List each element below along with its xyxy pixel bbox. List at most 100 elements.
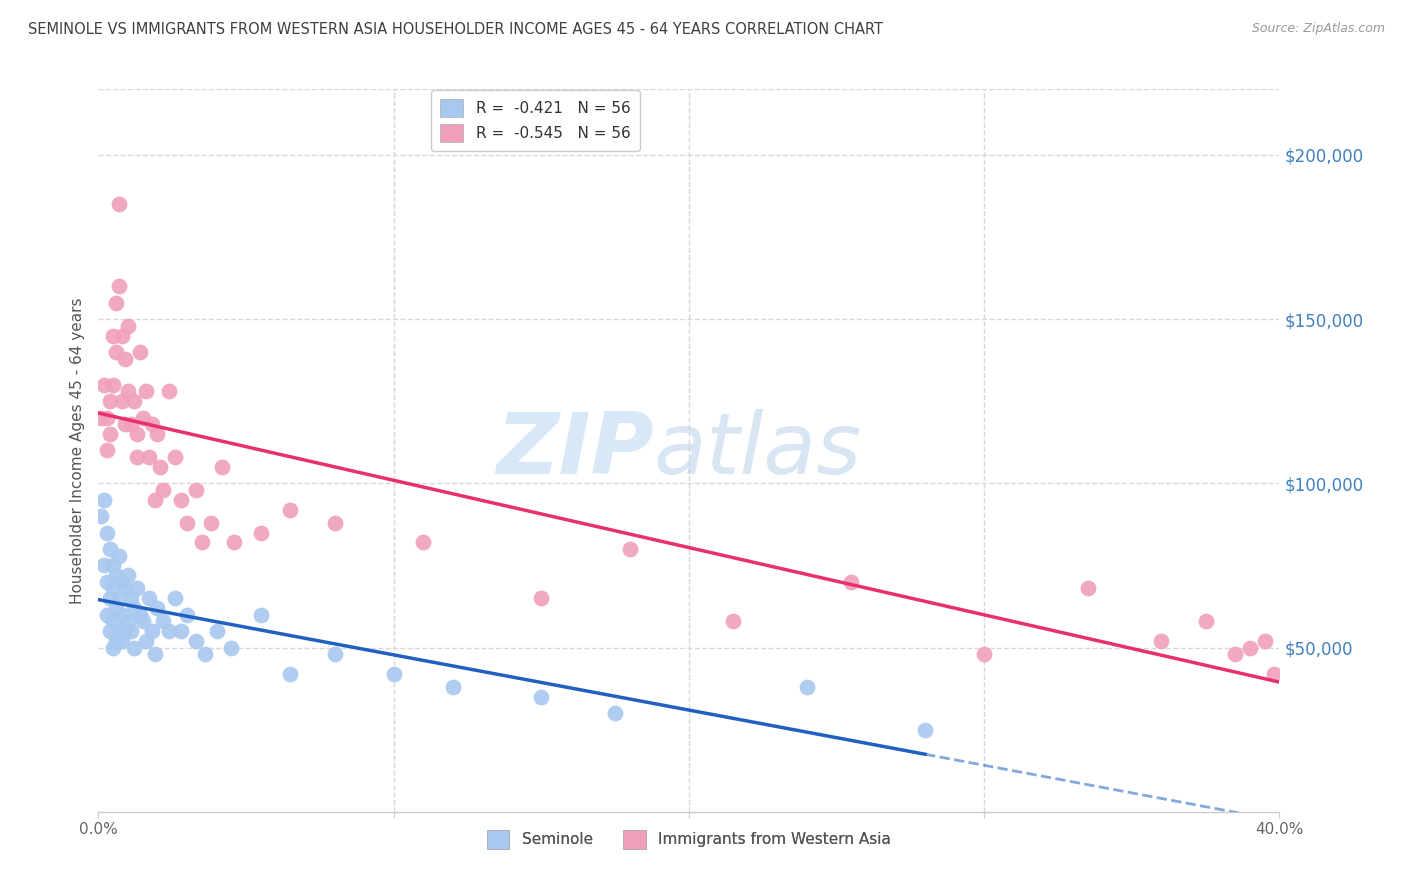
- Point: [149, 459, 172, 474]
- Point: [530, 690, 553, 704]
- Point: [132, 410, 155, 425]
- Point: [152, 483, 174, 497]
- Point: [103, 614, 125, 628]
- Point: [98, 624, 121, 639]
- Point: [1254, 634, 1277, 648]
- Point: [723, 614, 745, 628]
- Point: [221, 640, 243, 655]
- Point: [108, 279, 131, 293]
- Point: [117, 614, 139, 628]
- Point: [914, 723, 936, 737]
- Point: [108, 624, 131, 639]
- Point: [103, 377, 125, 392]
- Point: [128, 345, 150, 359]
- Point: [96, 607, 118, 622]
- Point: [143, 492, 166, 507]
- Y-axis label: Householder Income Ages 45 - 64 years: Householder Income Ages 45 - 64 years: [69, 297, 84, 604]
- Point: [250, 525, 273, 540]
- Point: [135, 634, 157, 648]
- Point: [98, 591, 121, 606]
- Point: [114, 417, 136, 432]
- Point: [108, 197, 131, 211]
- Point: [96, 443, 118, 458]
- Point: [146, 601, 169, 615]
- Point: [111, 634, 134, 648]
- Point: [105, 345, 128, 359]
- Text: atlas: atlas: [654, 409, 862, 492]
- Point: [184, 483, 207, 497]
- Point: [619, 541, 641, 556]
- Point: [103, 640, 125, 655]
- Point: [1225, 647, 1247, 661]
- Point: [98, 427, 121, 442]
- Point: [117, 384, 139, 399]
- Point: [1263, 666, 1285, 681]
- Point: [1195, 614, 1218, 628]
- Point: [250, 607, 273, 622]
- Point: [200, 516, 222, 530]
- Point: [93, 492, 115, 507]
- Point: [90, 410, 112, 425]
- Point: [105, 601, 128, 615]
- Point: [170, 492, 193, 507]
- Point: [125, 427, 148, 442]
- Point: [1239, 640, 1261, 655]
- Point: [122, 601, 145, 615]
- Point: [122, 640, 145, 655]
- Point: [224, 535, 246, 549]
- Point: [128, 607, 150, 622]
- Point: [120, 624, 142, 639]
- Point: [103, 582, 125, 596]
- Point: [211, 459, 233, 474]
- Point: [165, 450, 187, 464]
- Point: [120, 417, 142, 432]
- Point: [125, 582, 148, 596]
- Point: [138, 591, 160, 606]
- Point: [323, 516, 346, 530]
- Point: [114, 624, 136, 639]
- Point: [143, 647, 166, 661]
- Point: [105, 634, 128, 648]
- Point: [96, 410, 118, 425]
- Point: [93, 377, 115, 392]
- Point: [841, 574, 863, 589]
- Point: [141, 417, 163, 432]
- Point: [108, 549, 131, 563]
- Point: [98, 394, 121, 409]
- Point: [323, 647, 346, 661]
- Point: [1077, 582, 1099, 596]
- Point: [90, 509, 112, 524]
- Point: [796, 680, 818, 694]
- Point: [105, 568, 128, 582]
- Point: [96, 574, 118, 589]
- Text: Source: ZipAtlas.com: Source: ZipAtlas.com: [1251, 22, 1385, 36]
- Point: [184, 634, 207, 648]
- Point: [120, 591, 142, 606]
- Point: [98, 541, 121, 556]
- Point: [138, 450, 160, 464]
- Point: [114, 582, 136, 596]
- Point: [111, 574, 134, 589]
- Legend: Seminole, Immigrants from Western Asia: Seminole, Immigrants from Western Asia: [481, 824, 897, 855]
- Point: [141, 624, 163, 639]
- Point: [111, 328, 134, 343]
- Point: [194, 647, 217, 661]
- Point: [382, 666, 405, 681]
- Text: SEMINOLE VS IMMIGRANTS FROM WESTERN ASIA HOUSEHOLDER INCOME AGES 45 - 64 YEARS C: SEMINOLE VS IMMIGRANTS FROM WESTERN ASIA…: [28, 22, 883, 37]
- Point: [111, 607, 134, 622]
- Point: [152, 614, 174, 628]
- Point: [280, 502, 302, 516]
- Point: [146, 427, 169, 442]
- Point: [114, 351, 136, 366]
- Point: [132, 614, 155, 628]
- Point: [176, 607, 198, 622]
- Point: [165, 591, 187, 606]
- Point: [111, 394, 134, 409]
- Point: [117, 568, 139, 582]
- Point: [1150, 634, 1173, 648]
- Point: [125, 450, 148, 464]
- Point: [176, 516, 198, 530]
- Point: [205, 624, 228, 639]
- Point: [412, 535, 434, 549]
- Point: [96, 525, 118, 540]
